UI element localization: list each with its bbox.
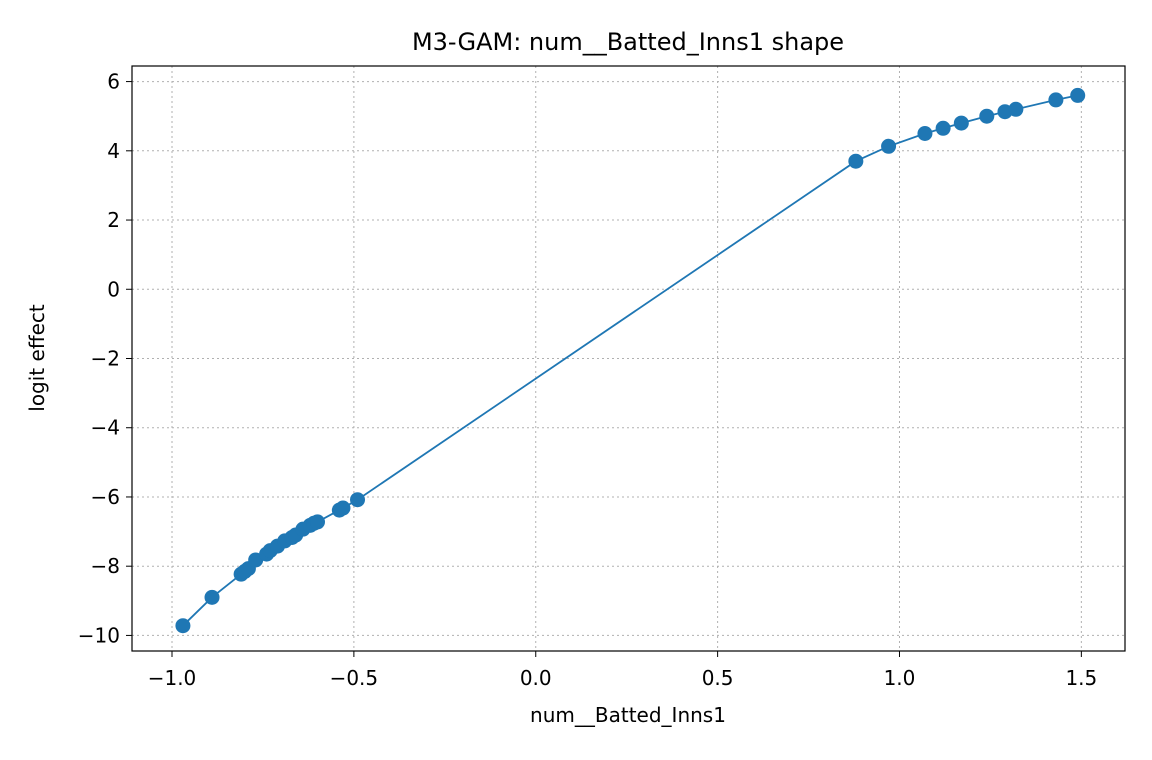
data-point xyxy=(1008,101,1024,117)
y-tick-label: 2 xyxy=(107,208,120,232)
data-point xyxy=(881,138,897,154)
grid-layer xyxy=(132,66,1125,651)
data-point xyxy=(935,120,951,136)
x-tick-label: −0.5 xyxy=(330,666,379,690)
x-axis-label: num__Batted_Inns1 xyxy=(530,703,726,727)
y-tick-label: 4 xyxy=(107,139,120,163)
y-tick-label: −10 xyxy=(78,623,120,647)
x-tick-label: 1.0 xyxy=(884,666,916,690)
data-point xyxy=(953,115,969,131)
y-tick-label: 0 xyxy=(107,277,120,301)
data-point xyxy=(175,618,191,634)
x-tick-label: −1.0 xyxy=(148,666,197,690)
y-tick-label: −2 xyxy=(91,347,120,371)
x-tick-label: 1.5 xyxy=(1065,666,1097,690)
y-tick-label: −8 xyxy=(91,554,120,578)
series-line xyxy=(182,94,1078,627)
plot-frame xyxy=(131,65,1126,652)
data-point xyxy=(979,108,995,124)
data-point xyxy=(204,589,220,605)
data-point xyxy=(917,126,933,141)
y-tick-label: 6 xyxy=(107,70,120,94)
y-tick-label: −4 xyxy=(91,416,120,440)
data-point xyxy=(1070,87,1086,103)
x-tick-label: 0.5 xyxy=(702,666,734,690)
chart-title: M3-GAM: num__Batted_Inns1 shape xyxy=(412,28,844,56)
data-point xyxy=(335,500,351,516)
axes-layer: −1.0 −0.5 0.0 0.5 1.0 1.5 −10 −8 −6 −4 −2 0 2 4 6 xyxy=(78,65,1126,690)
data-point xyxy=(848,153,864,169)
data-point xyxy=(350,492,366,508)
x-tick-label: 0.0 xyxy=(520,666,552,690)
y-tick-label: −6 xyxy=(91,485,120,509)
data-point xyxy=(1048,92,1064,108)
data-point xyxy=(310,514,326,530)
y-axis-label: logit effect xyxy=(25,304,49,412)
series-layer xyxy=(175,87,1086,634)
